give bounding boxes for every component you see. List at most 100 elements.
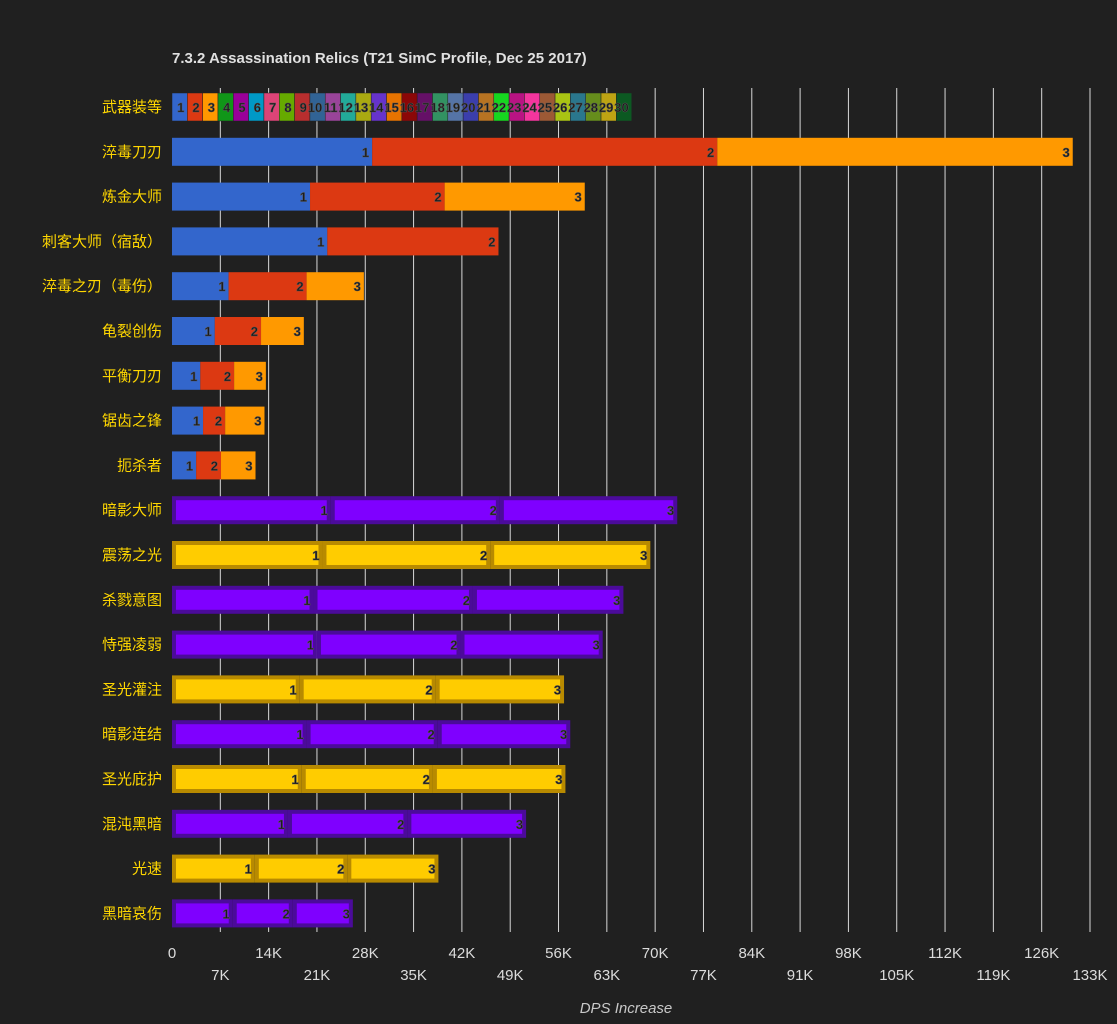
bar-segment: [172, 496, 331, 525]
x-tick-label: 7K: [211, 967, 229, 984]
x-tick-label: 133K: [1072, 967, 1107, 984]
category-label: 武器装等: [102, 98, 162, 116]
data-label: 20: [461, 100, 475, 115]
data-label: 23: [507, 100, 521, 115]
category-label: 圣光庇护: [102, 771, 162, 788]
category-label: 炼金大师: [102, 189, 162, 206]
data-label: 21: [476, 100, 490, 115]
bar-segment: [172, 675, 300, 704]
data-label: 1: [289, 682, 296, 697]
data-label: 1: [292, 772, 299, 787]
data-label: 2: [434, 190, 441, 205]
x-tick-label: 119K: [976, 967, 1010, 984]
data-label: 3: [343, 906, 350, 921]
data-label: 2: [337, 862, 344, 877]
data-label: 3: [554, 682, 561, 697]
x-tick-label: 14K: [255, 945, 282, 962]
bar-segment: [330, 496, 500, 525]
data-label: 15: [384, 100, 398, 115]
data-label: 1: [321, 503, 328, 518]
bar-segment: [306, 272, 364, 301]
bar-segment: [490, 541, 651, 569]
bar-segment: [228, 272, 307, 301]
data-label: 18: [430, 100, 444, 115]
data-label: 2: [490, 503, 497, 518]
data-label: 3: [555, 772, 562, 787]
x-tick-label: 21K: [304, 967, 331, 984]
data-label: 25: [538, 100, 552, 115]
data-label: 3: [592, 638, 599, 653]
data-label: 26: [553, 100, 567, 115]
bar-segment: [172, 541, 323, 569]
data-label: 3: [613, 593, 620, 608]
data-label: 2: [428, 727, 435, 742]
data-label: 3: [1063, 145, 1070, 160]
data-label: 3: [208, 100, 215, 115]
data-label: 2: [488, 234, 495, 249]
bar-segment: [299, 675, 436, 704]
bar-segment: [254, 854, 348, 883]
data-label: 2: [211, 458, 218, 473]
data-label: 3: [640, 548, 647, 563]
data-label: 2: [296, 279, 303, 294]
bar-segment: [214, 317, 262, 345]
bar-segment: [306, 720, 438, 749]
category-label: 震荡之光: [102, 547, 162, 564]
bar-segment: [221, 451, 256, 480]
data-label: 13: [354, 100, 368, 115]
bar-segment: [196, 451, 222, 480]
category-label: 圣光灌注: [102, 681, 162, 698]
bar-segment: [292, 899, 353, 928]
data-label: 3: [354, 279, 361, 294]
x-tick-label: 49K: [497, 967, 524, 984]
data-label: 1: [223, 906, 230, 921]
bar-segment: [200, 361, 235, 390]
data-label: 1: [190, 369, 197, 384]
category-label: 暗影大师: [102, 502, 162, 519]
bar-segment: [232, 899, 293, 928]
category-label: 淬毒刀刃: [102, 144, 162, 161]
data-label: 2: [463, 593, 470, 608]
x-tick-label: 35K: [400, 967, 427, 984]
x-tick-label: 28K: [352, 945, 379, 962]
data-label: 3: [560, 727, 567, 742]
bar-segment: [172, 585, 314, 614]
data-label: 7: [269, 100, 276, 115]
data-label: 1: [193, 414, 200, 429]
x-tick-label: 112K: [928, 945, 962, 962]
data-label: 2: [251, 324, 258, 339]
bar-segment: [287, 809, 408, 838]
bar-segment: [225, 406, 265, 435]
data-label: 2: [192, 100, 199, 115]
bar-segment: [372, 137, 718, 166]
data-label: 10: [308, 100, 322, 115]
data-label: 4: [223, 100, 231, 115]
bar-segment: [172, 406, 204, 435]
data-label: 3: [254, 414, 261, 429]
category-label: 淬毒之刃（毒伤）: [42, 278, 162, 295]
data-label: 3: [294, 324, 301, 339]
data-label: 22: [492, 100, 506, 115]
data-label: 1: [317, 234, 324, 249]
data-label: 2: [397, 817, 404, 832]
data-label: 2: [450, 638, 457, 653]
data-label: 9: [300, 100, 307, 115]
data-label: 28: [584, 100, 598, 115]
data-label: 1: [278, 817, 285, 832]
bar-segment: [327, 227, 499, 256]
bar-segment: [172, 227, 328, 256]
bar-segment: [499, 496, 678, 525]
x-tick-label: 84K: [738, 945, 765, 962]
data-label: 2: [707, 145, 714, 160]
data-label: 29: [599, 100, 613, 115]
data-label: 1: [186, 458, 193, 473]
bar-segment: [172, 720, 307, 749]
x-tick-label: 63K: [593, 967, 620, 984]
data-label: 16: [400, 100, 414, 115]
data-label: 3: [256, 369, 263, 384]
bar-segment: [407, 809, 527, 838]
bar-segment: [444, 182, 585, 211]
x-tick-label: 70K: [642, 945, 669, 962]
